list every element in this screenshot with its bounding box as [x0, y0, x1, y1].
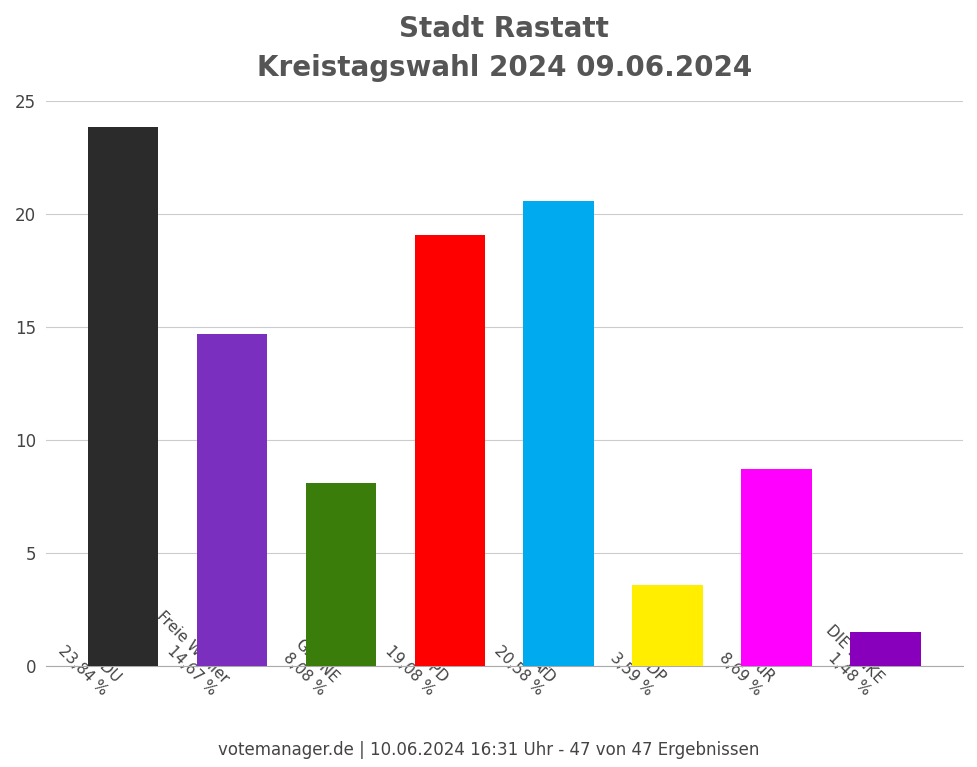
Bar — [850, 632, 920, 666]
Bar — [523, 201, 594, 666]
Bar — [88, 127, 158, 666]
Title: Stadt Rastatt
Kreistagswahl 2024 09.06.2024: Stadt Rastatt Kreistagswahl 2024 09.06.2… — [257, 15, 751, 82]
Bar — [196, 334, 267, 666]
Text: votemanager.de | 10.06.2024 16:31 Uhr - 47 von 47 Ergebnissen: votemanager.de | 10.06.2024 16:31 Uhr - … — [218, 742, 759, 759]
Bar — [414, 235, 485, 666]
Bar — [632, 584, 702, 666]
Bar — [305, 483, 376, 666]
Bar — [741, 469, 812, 666]
